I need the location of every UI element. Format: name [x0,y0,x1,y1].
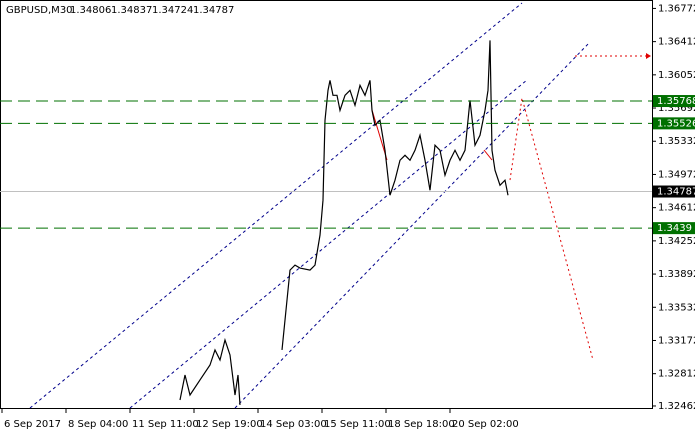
ohlc-value: 1.34837 [111,5,152,16]
ohlc-value: 1.34724 [152,5,193,16]
level-label: 1.3439 [657,223,692,234]
y-tick-label: 1.36412 [658,37,695,48]
x-tick-label: 20 Sep 02:00 [452,419,519,430]
level-label-bg [653,95,695,108]
forecast-line [371,109,388,161]
x-tick-label: 15 Sep 11:00 [324,419,391,430]
price-line [281,40,509,351]
y-tick-label: 1.34252 [658,236,695,247]
y-tick-label: 1.32812 [658,369,695,380]
y-tick-label: 1.32462 [658,401,695,412]
current-price-label: 1.34787 [657,187,695,198]
x-tick-label: 14 Sep 03:00 [260,419,327,430]
x-tick-label: 11 Sep 11:00 [132,419,199,430]
ohlc-value: 1.34787 [193,5,234,16]
current-price-bg [653,185,695,198]
x-tick-label: 12 Sep 19:00 [196,419,263,430]
y-tick-label: 1.36772 [658,3,695,14]
plot-frame [0,0,653,409]
level-label: 1.35526 [657,118,695,129]
x-tick-label: 18 Sep 18:00 [388,419,455,430]
level-label-bg [653,117,695,130]
channel-line [129,79,528,409]
y-tick-label: 1.36052 [658,70,695,81]
level-label: 1.35768 [657,96,695,107]
channel-line [29,2,523,409]
x-tick-label: 6 Sep 2017 [4,419,61,430]
level-label-bg [653,222,695,235]
x-tick-label: 8 Sep 04:00 [68,419,128,430]
symbol: GBPUSD,M30 [6,5,73,16]
y-tick-label: 1.33172 [658,335,695,346]
y-tick-label: 1.34972 [658,169,695,180]
drawings [29,2,651,409]
y-tick-label: 1.35332 [658,136,695,147]
forecast-line [483,149,493,161]
header: GBPUSD,M30 [6,5,73,16]
y-tick-label: 1.35692 [658,103,695,114]
y-tick-label: 1.34612 [658,203,695,214]
arrow [646,53,651,59]
y-tick-label: 1.33892 [658,269,695,280]
ohlc-value: 1.34806 [70,5,111,16]
y-tick-label: 1.33532 [658,302,695,313]
channel-line [234,41,591,409]
price-line [179,337,241,405]
